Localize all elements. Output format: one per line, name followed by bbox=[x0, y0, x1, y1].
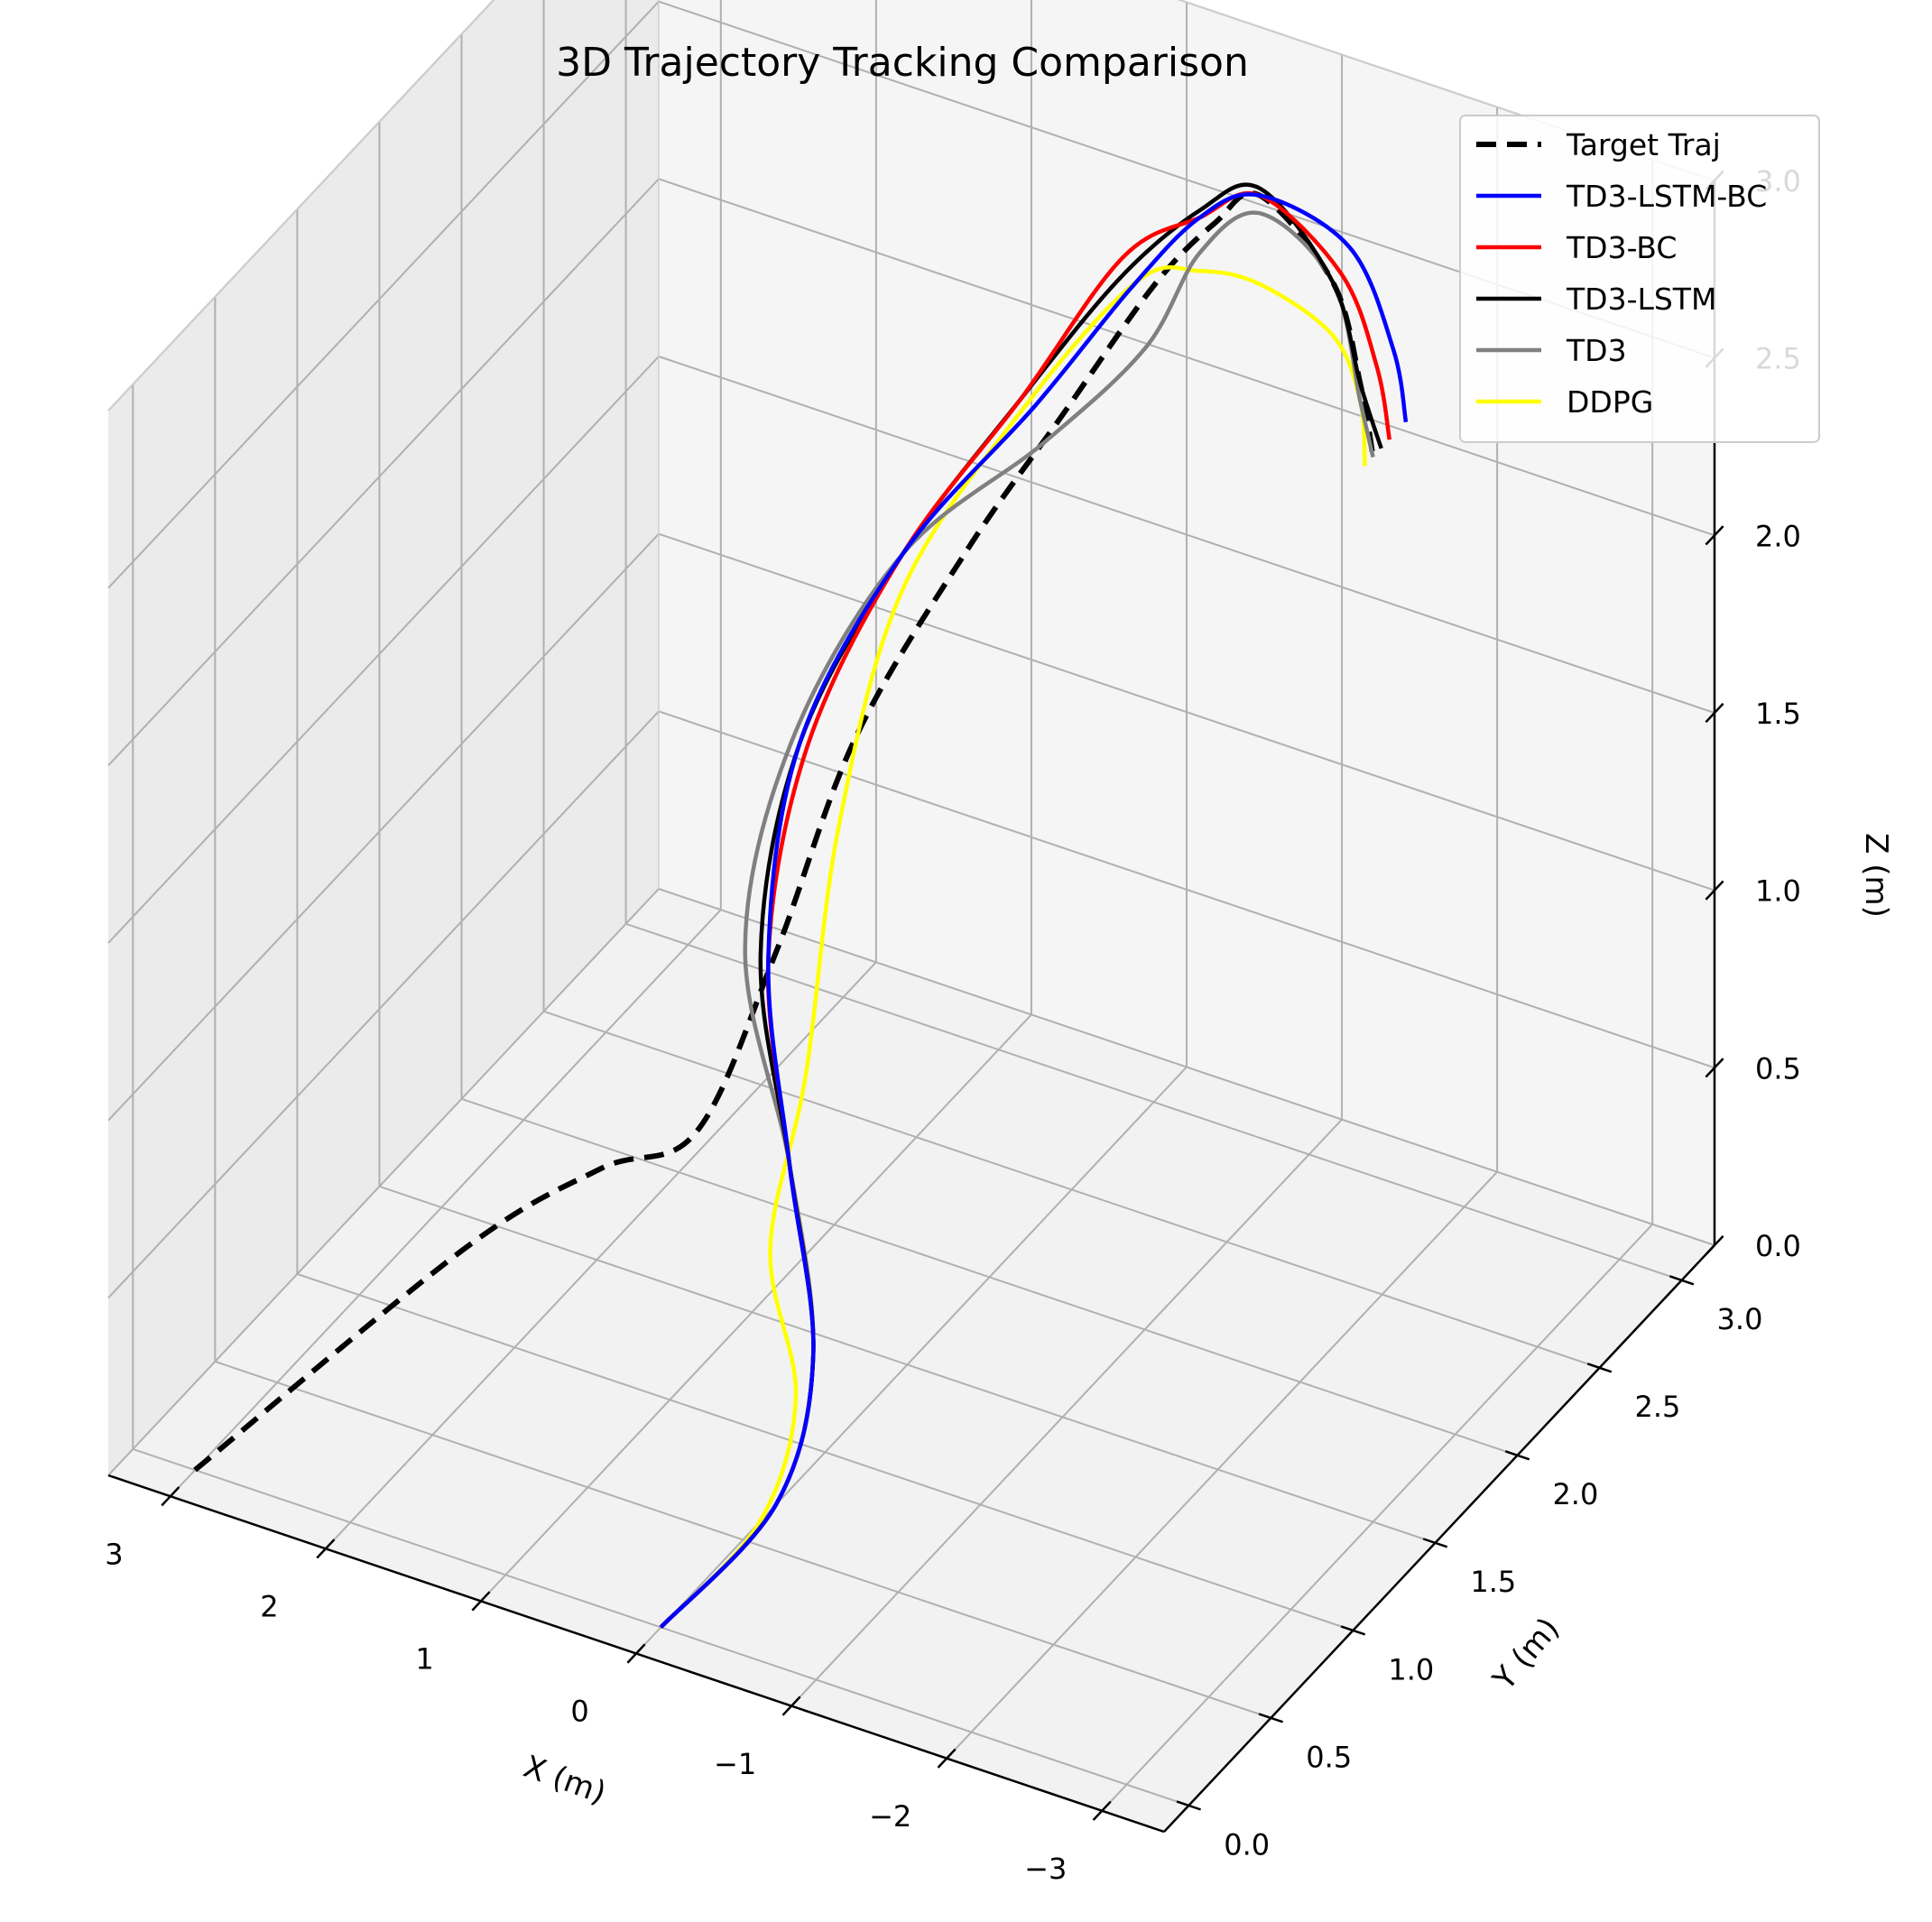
grid-line-z-left bbox=[658, 356, 1715, 714]
grid-line-z-right bbox=[107, 356, 660, 944]
y-tick-label: 3.0 bbox=[1717, 1302, 1763, 1336]
series-group bbox=[193, 182, 1409, 1629]
y-tick-mark bbox=[1586, 1363, 1613, 1373]
z-tick-mark bbox=[1705, 525, 1724, 546]
series-line-ddpg bbox=[659, 264, 1367, 1629]
x-tick-label: 1 bbox=[415, 1642, 433, 1677]
z-tick-mark bbox=[1705, 1058, 1724, 1078]
x-tick-mark bbox=[937, 1748, 957, 1769]
grid-line-y-floor bbox=[379, 1185, 1436, 1544]
y-tick-mark bbox=[1340, 1625, 1366, 1636]
grid-lines bbox=[107, 0, 1715, 1812]
grid-line-x-floor bbox=[1101, 1224, 1653, 1812]
grid-line-x-floor bbox=[635, 1066, 1188, 1655]
x-tick-label: 0 bbox=[570, 1695, 588, 1729]
y-tick-label: 2.0 bbox=[1552, 1477, 1598, 1511]
y-tick-label: 2.5 bbox=[1634, 1390, 1680, 1424]
grid-line-x-floor bbox=[480, 1013, 1032, 1603]
legend-label-td3: TD3 bbox=[1566, 333, 1627, 368]
legend-label-td3-bc: TD3-BC bbox=[1566, 230, 1677, 265]
legend: Target Traj TD3-LSTM-BC TD3-BC TD3-LSTM TD3 D… bbox=[1459, 115, 1820, 443]
y-tick-label: 1.0 bbox=[1388, 1652, 1434, 1686]
z-axis-label: Z (m) bbox=[1858, 833, 1894, 918]
series-line-target-traj bbox=[193, 190, 1376, 1473]
z-tick-mark bbox=[1705, 1234, 1724, 1256]
grid-line-z-right bbox=[107, 178, 660, 767]
grid-line-z-left bbox=[658, 710, 1715, 1069]
x-tick-mark bbox=[781, 1696, 801, 1716]
z-tick-label: 1.5 bbox=[1755, 697, 1801, 731]
x-tick-label: 2 bbox=[260, 1590, 278, 1624]
z-tick-label: 1.0 bbox=[1755, 874, 1801, 909]
y-tick-label: 0.0 bbox=[1224, 1827, 1270, 1862]
y-tick-mark bbox=[1669, 1275, 1695, 1286]
z-tick-mark bbox=[1705, 702, 1724, 724]
grid-line-x-floor bbox=[170, 909, 722, 1497]
grid-line-z-left bbox=[658, 178, 1715, 537]
grid-line-z-right bbox=[107, 532, 660, 1122]
x-axis-label: X (m) bbox=[519, 1749, 611, 1812]
grid-line-y-floor bbox=[625, 922, 1682, 1281]
grid-line-y-floor bbox=[543, 1010, 1600, 1369]
y-axis-label: Y (m) bbox=[1485, 1611, 1567, 1697]
x-tick-mark bbox=[316, 1539, 336, 1559]
chart-title: 3D Trajectory Tracking Comparison bbox=[556, 40, 1249, 86]
pane-edge bbox=[107, 0, 495, 411]
grid-line-y-floor bbox=[297, 1272, 1354, 1631]
legend-label-td3-lstm: TD3-LSTM bbox=[1566, 282, 1716, 317]
grid-line-z-right bbox=[107, 0, 660, 589]
grid-line-z-right bbox=[107, 710, 660, 1299]
y-tick-mark bbox=[1176, 1800, 1201, 1811]
series-line-td3-lstm-bc bbox=[659, 192, 1409, 1629]
z-tick-mark bbox=[1705, 880, 1724, 901]
grid-line-z-left bbox=[658, 888, 1715, 1246]
legend-label-target-traj: Target Traj bbox=[1566, 127, 1721, 162]
grid-line-z-left bbox=[658, 532, 1715, 892]
z-tick-label: 2.0 bbox=[1755, 519, 1801, 553]
x-tick-label: 3 bbox=[105, 1537, 123, 1571]
legend-label-ddpg: DDPG bbox=[1567, 384, 1653, 420]
x-tick-mark bbox=[626, 1643, 646, 1664]
z-tick-label: 0.5 bbox=[1755, 1051, 1801, 1086]
y-tick-mark bbox=[1504, 1450, 1530, 1461]
x-tick-mark bbox=[1092, 1800, 1112, 1821]
y-tick-mark bbox=[1422, 1538, 1448, 1548]
legend-box bbox=[1459, 115, 1820, 443]
y-axis-line bbox=[1163, 1244, 1715, 1833]
grid-line-y-floor bbox=[461, 1097, 1518, 1456]
y-tick-mark bbox=[1258, 1713, 1284, 1723]
grid-line-y-floor bbox=[215, 1360, 1271, 1719]
grid-line-z-right bbox=[107, 888, 660, 1476]
x-tick-label: −1 bbox=[714, 1747, 756, 1781]
x-tick-label: −3 bbox=[1024, 1852, 1067, 1886]
grid-line-x-floor bbox=[325, 961, 877, 1550]
legend-label-td3-lstm-bc: TD3-LSTM-BC bbox=[1566, 179, 1767, 214]
x-tick-label: −2 bbox=[869, 1799, 911, 1834]
x-tick-mark bbox=[471, 1591, 491, 1612]
right-back-pane bbox=[108, 0, 659, 1475]
y-tick-label: 1.5 bbox=[1470, 1565, 1516, 1599]
grid-line-x-floor bbox=[790, 1118, 1343, 1707]
y-tick-label: 0.5 bbox=[1306, 1740, 1352, 1774]
grid-line-x-floor bbox=[946, 1170, 1498, 1760]
z-tick-label: 0.0 bbox=[1755, 1229, 1801, 1263]
x-tick-mark bbox=[161, 1486, 180, 1507]
